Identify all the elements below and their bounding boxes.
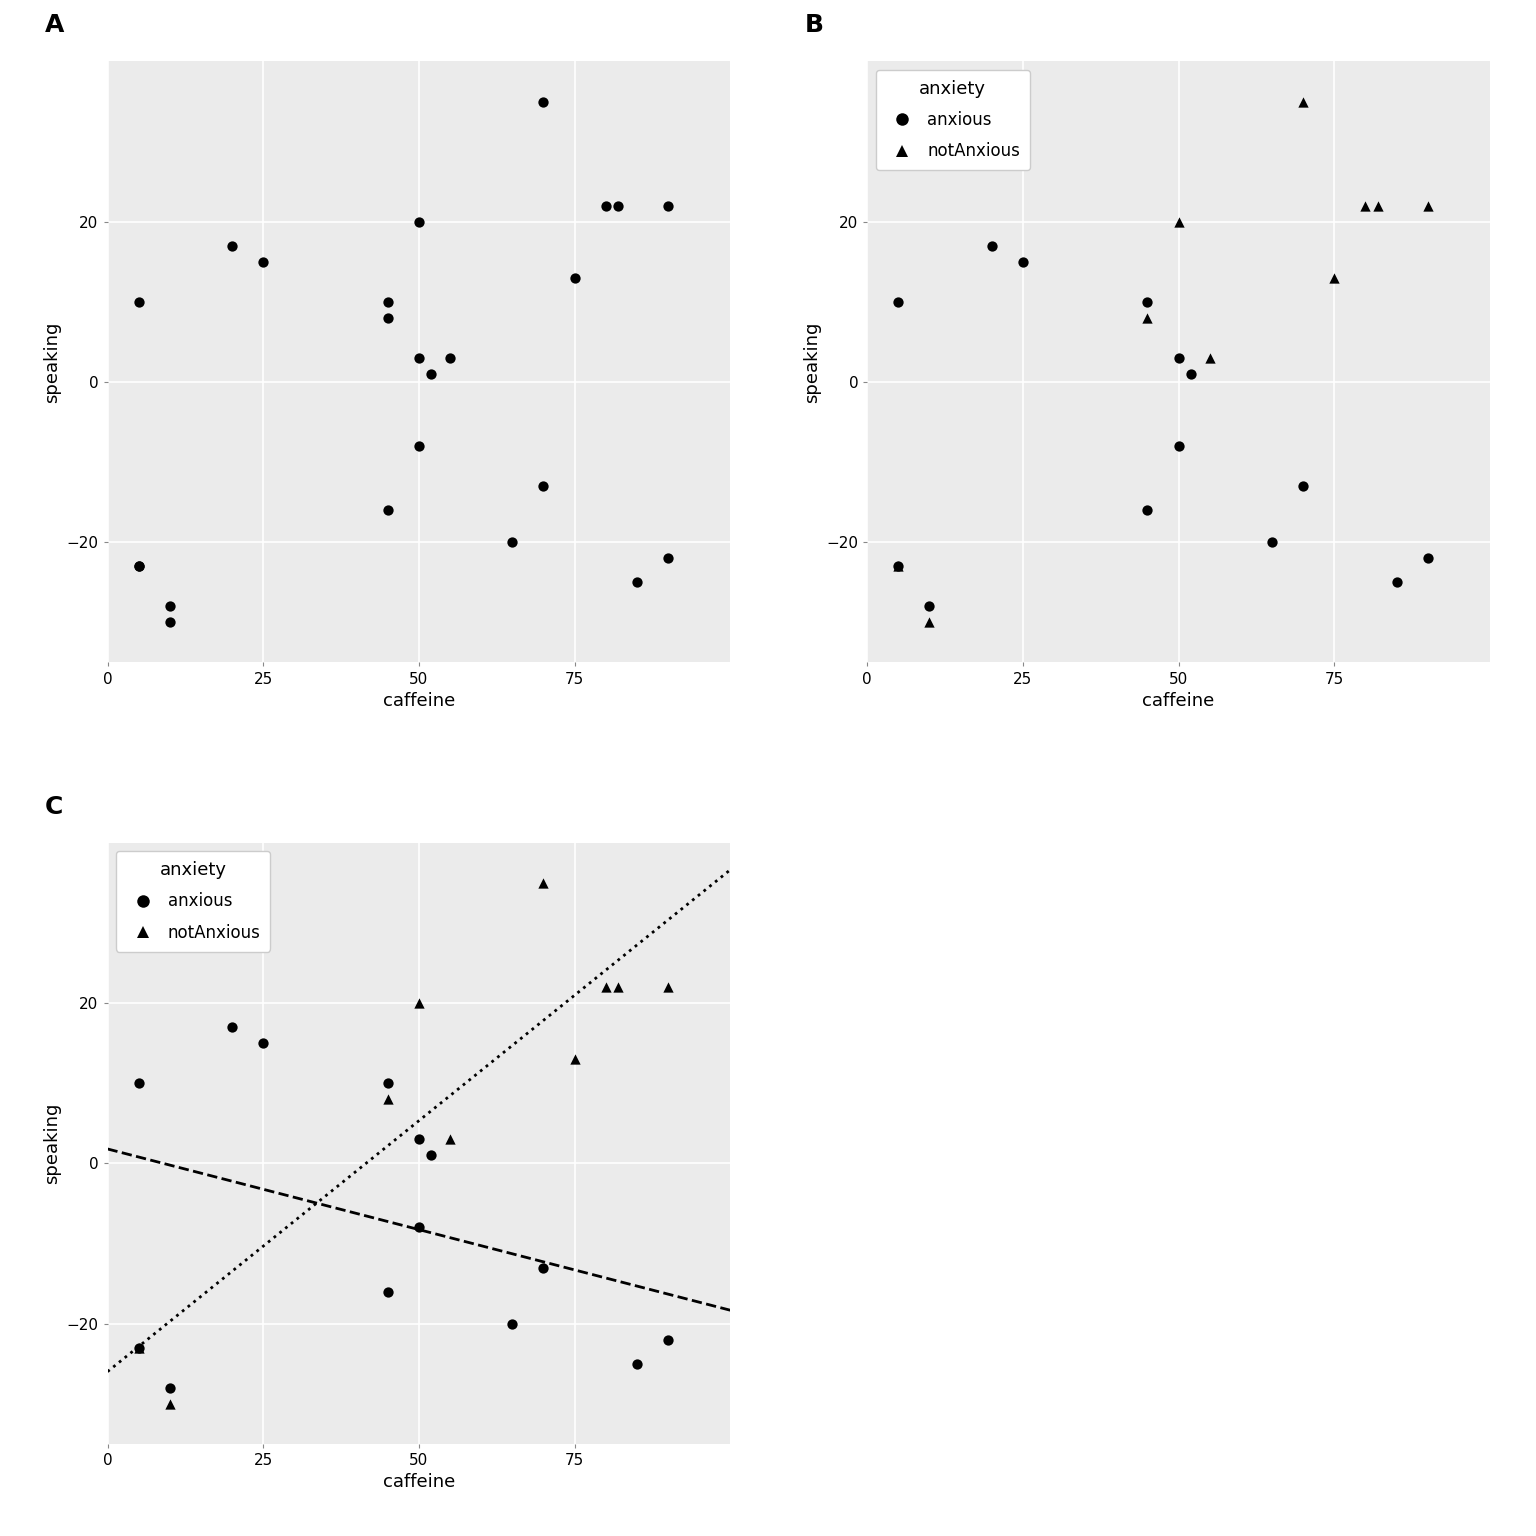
Point	[605, 194, 630, 218]
notAnxious	[1290, 89, 1315, 114]
notAnxious	[1135, 306, 1160, 330]
anxious	[501, 1312, 525, 1336]
Legend: anxious, notAnxious: anxious, notAnxious	[876, 69, 1031, 170]
anxious	[1166, 346, 1190, 370]
anxious	[625, 1352, 650, 1376]
anxious	[886, 290, 911, 315]
anxious	[419, 1143, 444, 1167]
Point	[656, 545, 680, 570]
notAnxious	[917, 610, 942, 634]
X-axis label: caffeine: caffeine	[1143, 693, 1215, 710]
anxious	[375, 1071, 399, 1095]
notAnxious	[562, 1048, 587, 1072]
anxious	[220, 1015, 244, 1040]
anxious	[917, 594, 942, 619]
notAnxious	[593, 975, 617, 1000]
anxious	[1290, 475, 1315, 499]
notAnxious	[126, 1335, 151, 1359]
notAnxious	[1353, 194, 1378, 218]
Point	[625, 570, 650, 594]
anxious	[1135, 290, 1160, 315]
Point	[375, 306, 399, 330]
anxious	[1260, 530, 1284, 554]
Point	[407, 433, 432, 458]
Point	[562, 266, 587, 290]
anxious	[656, 1327, 680, 1352]
Text: A: A	[45, 14, 65, 37]
Point	[158, 610, 183, 634]
Point	[126, 554, 151, 579]
Y-axis label: speaking: speaking	[43, 321, 61, 402]
Point	[158, 594, 183, 619]
Text: C: C	[45, 794, 63, 819]
notAnxious	[1166, 209, 1190, 233]
notAnxious	[1198, 346, 1223, 370]
anxious	[1415, 545, 1439, 570]
notAnxious	[407, 991, 432, 1015]
anxious	[375, 1279, 399, 1304]
anxious	[407, 1127, 432, 1152]
Point	[375, 498, 399, 522]
notAnxious	[375, 1087, 399, 1112]
notAnxious	[1366, 194, 1390, 218]
Point	[438, 346, 462, 370]
Point	[407, 346, 432, 370]
Point	[250, 249, 275, 273]
notAnxious	[886, 554, 911, 579]
notAnxious	[656, 975, 680, 1000]
anxious	[126, 1335, 151, 1359]
Point	[531, 89, 556, 114]
Legend: anxious, notAnxious: anxious, notAnxious	[115, 851, 270, 952]
Y-axis label: speaking: speaking	[803, 321, 820, 402]
Point	[126, 554, 151, 579]
notAnxious	[438, 1127, 462, 1152]
notAnxious	[158, 1392, 183, 1416]
anxious	[980, 233, 1005, 258]
anxious	[1166, 433, 1190, 458]
anxious	[1135, 498, 1160, 522]
Point	[501, 530, 525, 554]
Point	[531, 475, 556, 499]
anxious	[531, 1255, 556, 1279]
Point	[126, 290, 151, 315]
Point	[419, 361, 444, 386]
X-axis label: caffeine: caffeine	[382, 1473, 455, 1491]
notAnxious	[605, 975, 630, 1000]
Point	[375, 290, 399, 315]
anxious	[1178, 361, 1203, 386]
X-axis label: caffeine: caffeine	[382, 693, 455, 710]
Point	[220, 233, 244, 258]
anxious	[407, 1215, 432, 1240]
Point	[656, 194, 680, 218]
anxious	[126, 1071, 151, 1095]
Y-axis label: speaking: speaking	[43, 1103, 61, 1184]
anxious	[1011, 249, 1035, 273]
notAnxious	[531, 871, 556, 895]
notAnxious	[1415, 194, 1439, 218]
anxious	[1384, 570, 1409, 594]
anxious	[886, 554, 911, 579]
Text: B: B	[805, 14, 823, 37]
Point	[407, 209, 432, 233]
anxious	[158, 1375, 183, 1399]
anxious	[250, 1031, 275, 1055]
notAnxious	[1322, 266, 1347, 290]
Point	[593, 194, 617, 218]
